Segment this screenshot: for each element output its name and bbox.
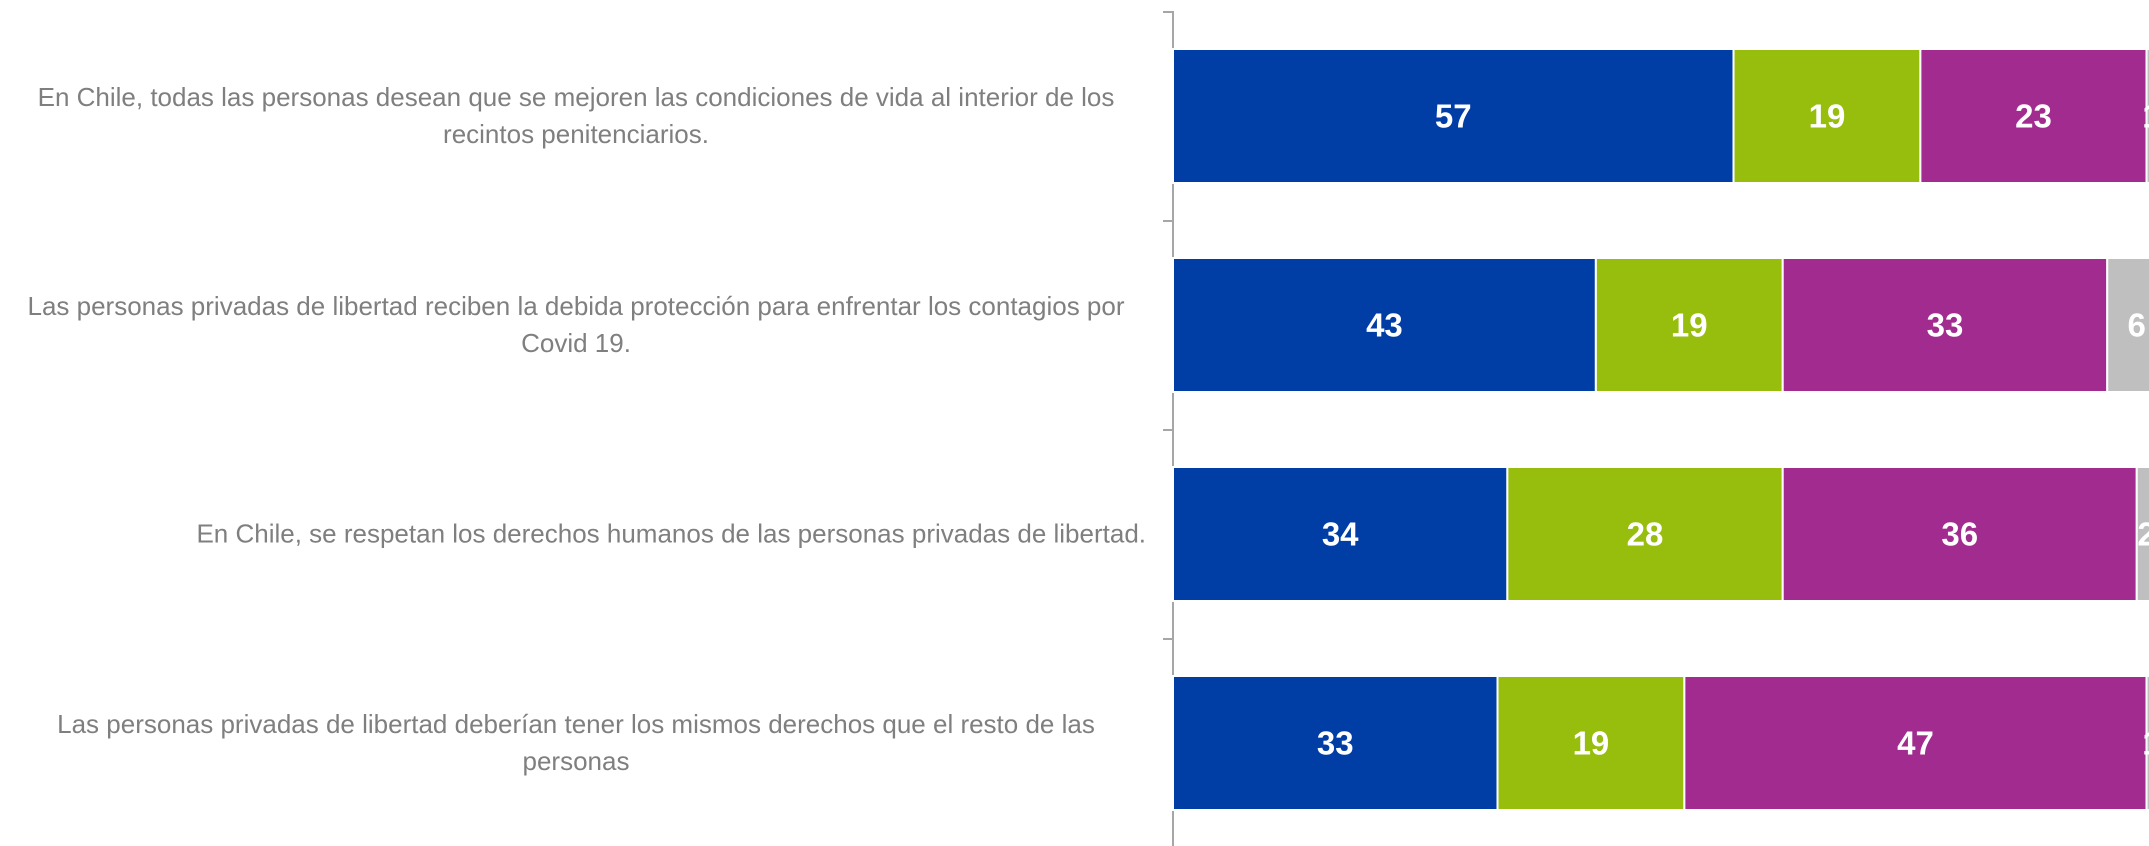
category-label: En Chile, se respetan los derechos human… (196, 518, 1146, 549)
data-label: 43 (1366, 307, 1403, 344)
bar-segment (1172, 675, 1499, 811)
data-label: 33 (1927, 307, 1964, 344)
bar-segment (1506, 466, 1784, 602)
data-label: 33 (1317, 725, 1354, 762)
category-label: Las personas privadas de libertad recibe… (27, 291, 1125, 358)
bar-segment (1919, 48, 2148, 184)
bar-segment (2135, 466, 2149, 602)
bar-segment (1172, 48, 1735, 184)
bar-segment (1781, 466, 2138, 602)
category-label: En Chile, todas las personas desean que … (37, 82, 1115, 149)
data-label: 36 (1941, 516, 1978, 553)
data-label: 57 (1435, 98, 1472, 135)
bar-segment (1781, 257, 2109, 393)
bar-segment (1683, 675, 2148, 811)
data-label: 1 (2142, 98, 2149, 135)
bar-segment (1172, 257, 1597, 393)
data-label: 2 (2137, 516, 2149, 553)
bar-segment (1496, 675, 1686, 811)
data-label: 23 (2015, 98, 2052, 135)
data-label: 47 (1897, 725, 1934, 762)
data-label: 6 (2128, 307, 2146, 344)
bar-segment (2106, 257, 2149, 393)
bar-segment (2145, 48, 2149, 184)
data-label: 19 (1573, 725, 1610, 762)
data-label: 19 (1809, 98, 1846, 135)
category-label: Las personas privadas de libertad deberí… (57, 709, 1095, 776)
data-label: 34 (1322, 516, 1359, 553)
data-label: 1 (2142, 725, 2149, 762)
data-label: 28 (1627, 516, 1664, 553)
bar-segment (1732, 48, 1922, 184)
bar-segment (1172, 466, 1509, 602)
data-label: 19 (1671, 307, 1708, 344)
bar-segment (2145, 675, 2149, 811)
